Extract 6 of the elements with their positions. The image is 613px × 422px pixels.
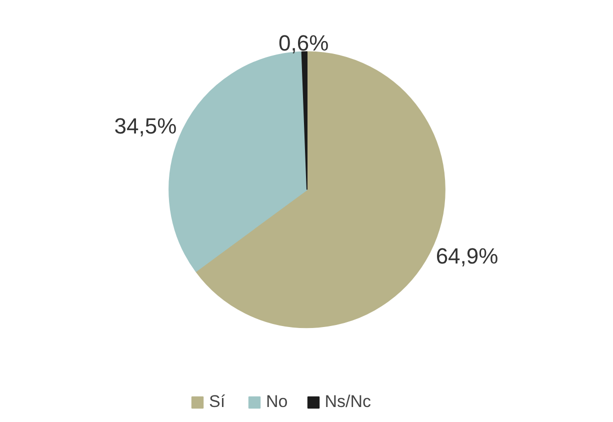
data-label: 64,9% bbox=[436, 243, 498, 268]
data-label: 34,5% bbox=[114, 113, 177, 138]
legend-label: Sí bbox=[209, 392, 226, 412]
legend-label: Ns/Nc bbox=[324, 392, 372, 412]
data-label: 0,6% bbox=[278, 30, 329, 56]
legend-label: No bbox=[266, 392, 288, 412]
